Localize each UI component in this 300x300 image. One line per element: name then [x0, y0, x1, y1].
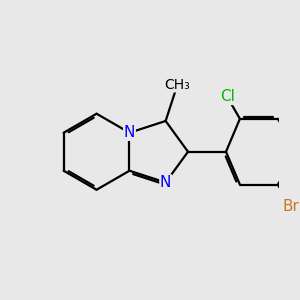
Text: N: N: [124, 125, 135, 140]
Text: Cl: Cl: [220, 89, 235, 104]
Text: Br: Br: [282, 199, 299, 214]
Text: CH₃: CH₃: [164, 78, 190, 92]
Text: N: N: [160, 175, 171, 190]
